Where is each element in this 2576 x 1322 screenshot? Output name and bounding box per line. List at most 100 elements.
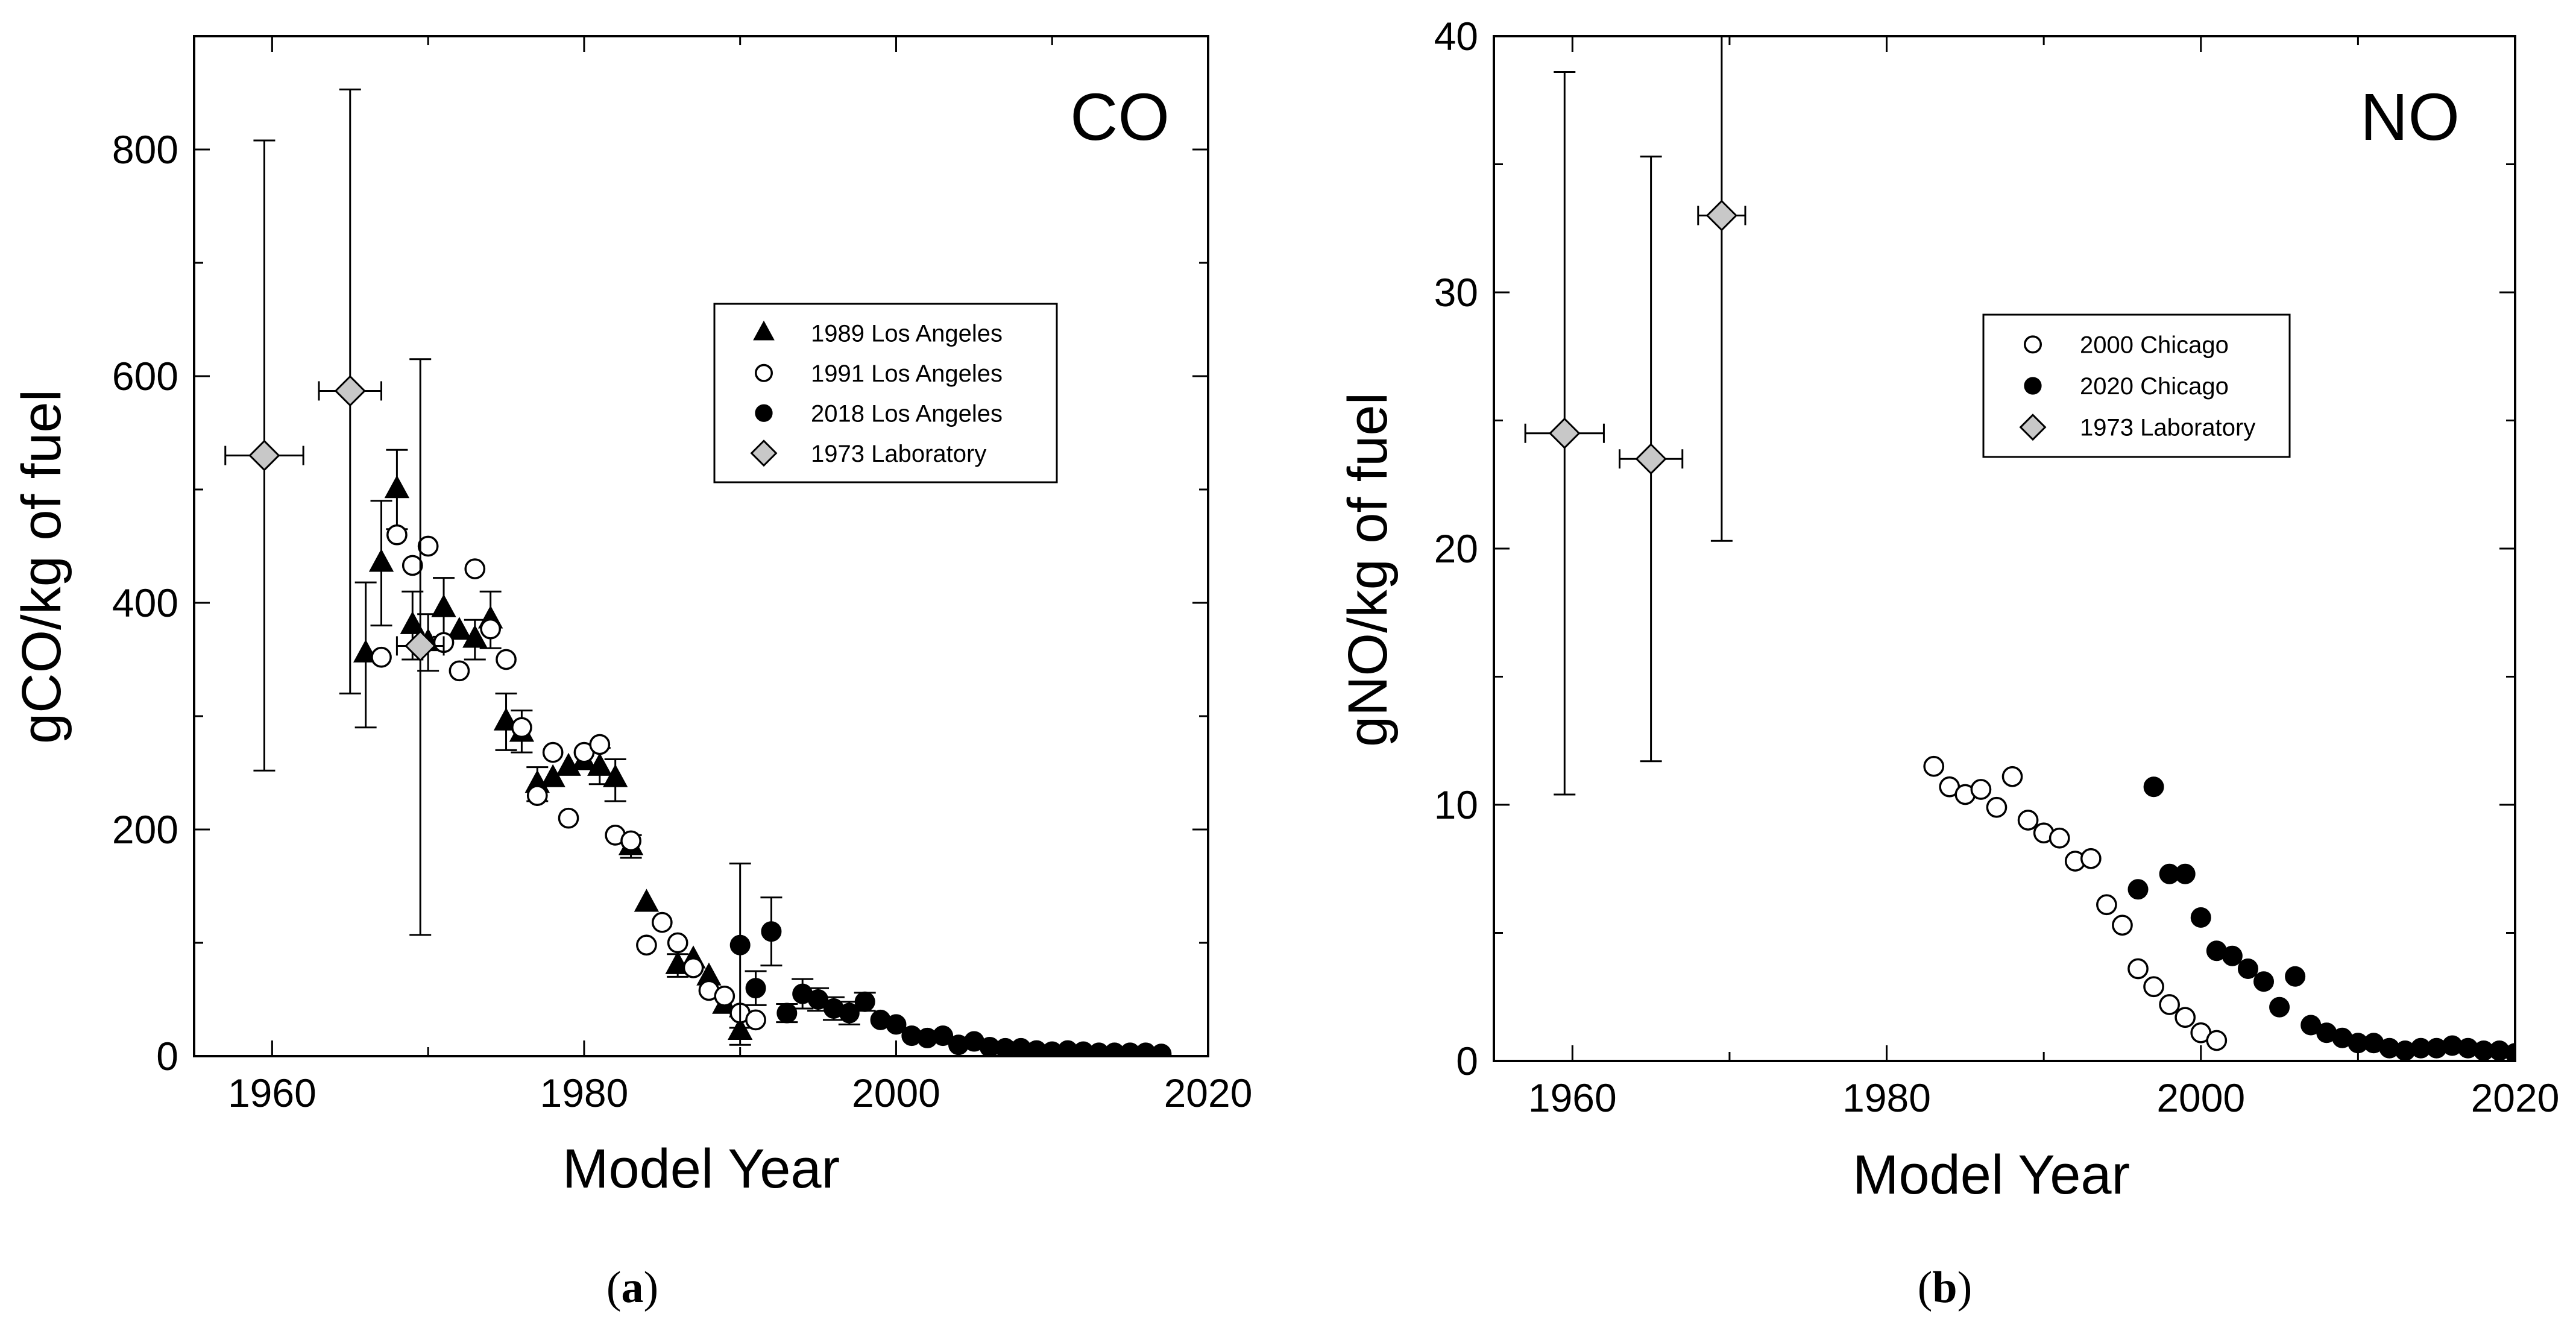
- no-x-tick-label: 2000: [2156, 1075, 2245, 1120]
- co-legend-marker: [755, 404, 773, 422]
- no-series-2020-chicago-point: [2285, 966, 2306, 987]
- co-data-marks: [224, 88, 1172, 1056]
- no-legend-marker: [2024, 377, 2042, 395]
- co-series-2018-los-angeles-point: [729, 934, 751, 955]
- no-y-tick-label: 20: [1434, 526, 1478, 571]
- co-y-axis-label: gCO/kg of fuel: [11, 389, 72, 744]
- no-series-1973-laboratory-point: [1705, 200, 1738, 231]
- no-series-2020-chicago-point: [2269, 996, 2290, 1018]
- co-x-tick-label: 1960: [228, 1071, 316, 1115]
- no-series-2000-chicago-point: [2206, 1030, 2228, 1051]
- co-plot-frame: [193, 35, 1209, 1057]
- caption-a-open: (: [606, 1263, 622, 1312]
- co-series-2018-los-angeles-point: [854, 991, 875, 1012]
- co-x-tick-label: 2020: [1164, 1071, 1253, 1115]
- co-y-tick-label: 0: [156, 1034, 178, 1078]
- co-series-1991-los-angeles-point: [636, 934, 657, 956]
- no-legend-label: 2020 Chicago: [2080, 373, 2229, 400]
- co-legend-label: 2018 Los Angeles: [811, 400, 1003, 427]
- co-legend-marker: [753, 320, 775, 341]
- no-series-2000-chicago: [1923, 755, 2228, 1051]
- no-series-2000-chicago-point: [2112, 914, 2133, 936]
- no-y-tick-label: 0: [1456, 1039, 1478, 1083]
- no-series-2020-chicago-point: [2237, 958, 2258, 979]
- co-series-2018-los-angeles-point: [808, 989, 829, 1010]
- co-x-axis-label: Model Year: [562, 1138, 840, 1200]
- co-series-1991-los-angeles-point: [620, 830, 641, 852]
- co-series-1991-los-angeles-point: [371, 646, 392, 668]
- no-data-marks: [1524, 36, 2515, 1061]
- no-y-tick-label: 30: [1434, 270, 1478, 315]
- no-series-2000-chicago-point: [2174, 1007, 2196, 1028]
- no-legend-marker: [2019, 414, 2047, 441]
- co-x-tick-label: 2000: [852, 1071, 940, 1115]
- panel-co: 1960 1980 2000 2020 0 200 400 600 800 1989 Los An…: [11, 35, 1253, 1312]
- caption-b-letter: b: [1932, 1263, 1957, 1312]
- co-series-1973-laboratory: [224, 88, 445, 936]
- co-legend-label: 1989 Los Angeles: [811, 320, 1003, 347]
- no-series-2000-chicago-point: [2127, 958, 2149, 980]
- co-legend-marker: [750, 439, 778, 467]
- no-legend-label: 2000 Chicago: [2080, 332, 2229, 358]
- panel-no: 1960 1980 2000 2020 0 10 20 30 40 2000 Chicago 202…: [1337, 14, 2559, 1312]
- co-series-1989-los-angeles-point: [540, 764, 565, 787]
- no-legend-marker: [2023, 335, 2042, 354]
- co-series-1991-los-angeles-point: [402, 555, 423, 576]
- co-series-1989-los-angeles-point: [462, 625, 488, 648]
- co-series-1991-los-angeles-point: [417, 535, 439, 557]
- no-series-2000-chicago-point: [2159, 994, 2180, 1015]
- co-series-1991-los-angeles-point: [449, 660, 470, 682]
- co-legend: 1989 Los Angeles 1991 Los Angeles 2018 Los…: [713, 303, 1058, 483]
- caption-a-close: ): [644, 1263, 659, 1312]
- no-series-2000-chicago-point: [1970, 779, 1992, 800]
- no-series-2020-chicago: [2127, 776, 2515, 1061]
- co-y-tick-label: 800: [112, 127, 178, 172]
- no-series-1973-laboratory-point: [1635, 443, 1667, 475]
- co-series-1991-los-angeles-point: [496, 649, 517, 670]
- co-series-1991-los-angeles-point: [667, 932, 688, 954]
- co-series-1989-los-angeles-point: [431, 594, 456, 617]
- co-series-2018-los-angeles-point: [933, 1025, 954, 1047]
- no-series-2020-chicago-point: [2190, 907, 2211, 928]
- co-series-1991-los-angeles-point: [745, 1009, 766, 1031]
- no-legend: 2000 Chicago 2020 Chicago 1973 Laboratory: [1982, 313, 2291, 458]
- co-series-1991-los-angeles-point: [558, 807, 579, 829]
- no-series-2000-chicago-point: [2049, 827, 2070, 849]
- no-x-tick-label: 2020: [2471, 1075, 2560, 1120]
- no-series-2000-chicago-point: [2080, 848, 2102, 869]
- co-panel-title: CO: [1070, 80, 1170, 154]
- no-series-1973-laboratory: [1524, 36, 1746, 796]
- no-series-2000-chicago-point: [2096, 894, 2117, 916]
- no-series-1973-laboratory-point: [1549, 417, 1581, 449]
- no-series-2000-chicago-point: [2017, 810, 2039, 831]
- co-x-tick-label: 1980: [540, 1071, 629, 1115]
- co-series-1989-los-angeles-point: [384, 475, 410, 499]
- co-plot-layer: 1960 1980 2000 2020 0 200 400 600 800 1989 Los An…: [112, 35, 1253, 1115]
- co-series-1989-los-angeles-point: [634, 889, 660, 912]
- co-series-1989-los-angeles-point: [447, 617, 472, 640]
- no-y-axis-label: gNO/kg of fuel: [1337, 392, 1399, 747]
- co-series-1973-laboratory-point: [334, 375, 366, 407]
- no-series-2020-chicago-point: [2505, 1043, 2515, 1061]
- no-series-2020-chicago-point: [2143, 776, 2164, 798]
- co-series-1973-laboratory-point: [248, 439, 280, 471]
- no-legend-label: 1973 Laboratory: [2080, 415, 2255, 441]
- co-series-2018-los-angeles: [729, 862, 1172, 1056]
- no-series-2020-chicago-point: [2253, 971, 2275, 992]
- co-legend-label: 1991 Los Angeles: [811, 360, 1003, 387]
- co-series-1973-laboratory-point: [405, 630, 436, 662]
- no-x-tick-label: 1980: [1842, 1075, 1931, 1120]
- co-series-1991-los-angeles-point: [714, 986, 735, 1007]
- co-y-tick-label: 400: [112, 581, 178, 625]
- co-series-2018-los-angeles-point: [886, 1014, 907, 1035]
- no-y-tick-label: 10: [1434, 782, 1478, 827]
- no-panel-title: NO: [2360, 80, 2460, 154]
- no-plot-layer: 1960 1980 2000 2020 0 10 20 30 40 2000 Chicago 202…: [1434, 14, 2560, 1120]
- no-series-2000-chicago-point: [1923, 755, 1945, 777]
- co-series-1989-los-angeles-point: [400, 611, 425, 634]
- no-series-2020-chicago-point: [2127, 879, 2149, 900]
- no-x-axis-label: Model Year: [1853, 1144, 2130, 1206]
- caption-a: (a): [606, 1263, 658, 1312]
